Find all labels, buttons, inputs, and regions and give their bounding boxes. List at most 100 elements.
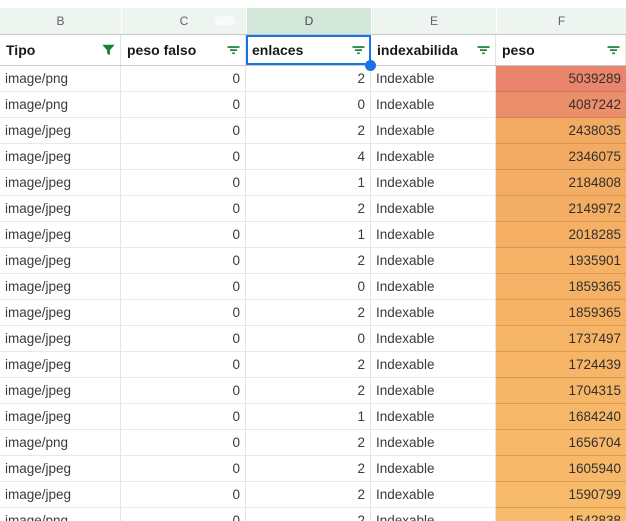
cell-peso[interactable]: 1590799: [496, 482, 626, 508]
cell-peso-falso[interactable]: 0: [121, 430, 246, 456]
cell-peso[interactable]: 1859365: [496, 274, 626, 300]
cell-indexabilidad[interactable]: Indexable: [371, 92, 496, 118]
cell-peso-falso[interactable]: 0: [121, 482, 246, 508]
cell-tipo[interactable]: image/jpeg: [0, 144, 121, 170]
field-header-peso-falso[interactable]: peso falso: [121, 35, 246, 65]
cell-tipo[interactable]: image/png: [0, 508, 121, 521]
cell-peso-falso[interactable]: 0: [121, 404, 246, 430]
cell-indexabilidad[interactable]: Indexable: [371, 66, 496, 92]
column-header-D[interactable]: D: [246, 8, 371, 34]
cell-indexabilidad[interactable]: Indexable: [371, 430, 496, 456]
cell-enlaces[interactable]: 2: [246, 378, 371, 404]
cell-enlaces[interactable]: 0: [246, 92, 371, 118]
cell-tipo[interactable]: image/jpeg: [0, 300, 121, 326]
cell-indexabilidad[interactable]: Indexable: [371, 248, 496, 274]
cell-indexabilidad[interactable]: Indexable: [371, 482, 496, 508]
cell-peso[interactable]: 1737497: [496, 326, 626, 352]
cell-enlaces[interactable]: 1: [246, 222, 371, 248]
cell-peso-falso[interactable]: 0: [121, 300, 246, 326]
cell-peso[interactable]: 2346075: [496, 144, 626, 170]
field-header-tipo[interactable]: Tipo: [0, 35, 121, 65]
cell-enlaces[interactable]: 2: [246, 196, 371, 222]
cell-tipo[interactable]: image/jpeg: [0, 352, 121, 378]
cell-peso[interactable]: 1605940: [496, 456, 626, 482]
cell-tipo[interactable]: image/png: [0, 92, 121, 118]
cell-tipo[interactable]: image/jpeg: [0, 196, 121, 222]
cell-peso-falso[interactable]: 0: [121, 222, 246, 248]
cell-peso-falso[interactable]: 0: [121, 66, 246, 92]
cell-tipo[interactable]: image/jpeg: [0, 274, 121, 300]
cell-peso-falso[interactable]: 0: [121, 144, 246, 170]
cell-indexabilidad[interactable]: Indexable: [371, 404, 496, 430]
cell-enlaces[interactable]: 2: [246, 352, 371, 378]
cell-tipo[interactable]: image/jpeg: [0, 378, 121, 404]
cell-peso[interactable]: 1935901: [496, 248, 626, 274]
cell-enlaces[interactable]: 2: [246, 430, 371, 456]
cell-peso[interactable]: 1724439: [496, 352, 626, 378]
cell-peso-falso[interactable]: 0: [121, 508, 246, 521]
cell-tipo[interactable]: image/jpeg: [0, 404, 121, 430]
cell-peso-falso[interactable]: 0: [121, 378, 246, 404]
column-header-E[interactable]: E: [371, 8, 496, 34]
cell-tipo[interactable]: image/jpeg: [0, 326, 121, 352]
cell-peso-falso[interactable]: 0: [121, 274, 246, 300]
cell-tipo[interactable]: image/png: [0, 430, 121, 456]
cell-enlaces[interactable]: 2: [246, 456, 371, 482]
cell-enlaces[interactable]: 0: [246, 326, 371, 352]
cell-peso[interactable]: 1859365: [496, 300, 626, 326]
cell-indexabilidad[interactable]: Indexable: [371, 196, 496, 222]
cell-tipo[interactable]: image/jpeg: [0, 482, 121, 508]
column-header-F[interactable]: F: [496, 8, 626, 34]
cell-enlaces[interactable]: 0: [246, 274, 371, 300]
cell-peso-falso[interactable]: 0: [121, 326, 246, 352]
cell-enlaces[interactable]: 2: [246, 118, 371, 144]
column-header-B[interactable]: B: [0, 8, 121, 34]
cell-indexabilidad[interactable]: Indexable: [371, 508, 496, 521]
cell-peso[interactable]: 4087242: [496, 92, 626, 118]
cell-tipo[interactable]: image/jpeg: [0, 248, 121, 274]
cell-tipo[interactable]: image/png: [0, 66, 121, 92]
cell-peso[interactable]: 5039289: [496, 66, 626, 92]
cell-indexabilidad[interactable]: Indexable: [371, 326, 496, 352]
cell-peso-falso[interactable]: 0: [121, 248, 246, 274]
cell-enlaces[interactable]: 2: [246, 508, 371, 521]
cell-indexabilidad[interactable]: Indexable: [371, 274, 496, 300]
cell-indexabilidad[interactable]: Indexable: [371, 300, 496, 326]
selection-fill-handle[interactable]: [365, 60, 376, 71]
cell-peso[interactable]: 1684240: [496, 404, 626, 430]
cell-tipo[interactable]: image/jpeg: [0, 222, 121, 248]
column-dropdown-pill[interactable]: [214, 16, 236, 26]
cell-indexabilidad[interactable]: Indexable: [371, 222, 496, 248]
cell-tipo[interactable]: image/jpeg: [0, 170, 121, 196]
cell-enlaces[interactable]: 2: [246, 248, 371, 274]
filter-lines-icon[interactable]: [607, 45, 620, 55]
cell-peso-falso[interactable]: 0: [121, 352, 246, 378]
cell-indexabilidad[interactable]: Indexable: [371, 352, 496, 378]
cell-peso[interactable]: 2149972: [496, 196, 626, 222]
cell-enlaces[interactable]: 1: [246, 404, 371, 430]
field-header-indexabilidad[interactable]: indexabilida: [371, 35, 496, 65]
cell-peso[interactable]: 1542838: [496, 508, 626, 521]
cell-peso[interactable]: 2184808: [496, 170, 626, 196]
filter-lines-icon[interactable]: [352, 45, 365, 55]
cell-peso[interactable]: 1656704: [496, 430, 626, 456]
cell-enlaces[interactable]: 2: [246, 482, 371, 508]
filter-funnel-filled-icon[interactable]: [102, 44, 115, 56]
filter-lines-icon[interactable]: [477, 45, 490, 55]
cell-indexabilidad[interactable]: Indexable: [371, 118, 496, 144]
cell-peso-falso[interactable]: 0: [121, 456, 246, 482]
cell-indexabilidad[interactable]: Indexable: [371, 170, 496, 196]
field-header-peso[interactable]: peso: [496, 35, 626, 65]
cell-peso[interactable]: 2438035: [496, 118, 626, 144]
cell-enlaces[interactable]: 1: [246, 170, 371, 196]
cell-enlaces[interactable]: 2: [246, 300, 371, 326]
cell-indexabilidad[interactable]: Indexable: [371, 456, 496, 482]
cell-tipo[interactable]: image/jpeg: [0, 118, 121, 144]
cell-peso[interactable]: 1704315: [496, 378, 626, 404]
field-header-enlaces-selected-cell[interactable]: enlaces: [246, 35, 376, 71]
cell-tipo[interactable]: image/jpeg: [0, 456, 121, 482]
cell-peso-falso[interactable]: 0: [121, 196, 246, 222]
cell-indexabilidad[interactable]: Indexable: [371, 378, 496, 404]
cell-enlaces[interactable]: 2: [246, 66, 371, 92]
cell-indexabilidad[interactable]: Indexable: [371, 144, 496, 170]
